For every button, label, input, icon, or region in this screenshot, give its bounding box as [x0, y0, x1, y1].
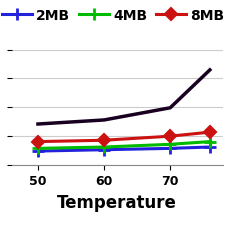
4MB: [36, 147, 39, 150]
4MB: [168, 143, 171, 146]
2MB: [207, 146, 210, 149]
16MB: [168, 107, 171, 110]
8MB: [207, 131, 210, 134]
16MB: [36, 123, 39, 126]
4MB: [207, 141, 210, 143]
Line: 16MB: 16MB: [38, 71, 209, 125]
Line: 2MB: 2MB: [32, 141, 215, 158]
2MB: [36, 150, 39, 153]
16MB: [207, 69, 210, 72]
Legend: 2MB, 4MB, 8MB, 16MB: 2MB, 4MB, 8MB, 16MB: [2, 9, 229, 23]
X-axis label: Temperature: Temperature: [57, 193, 177, 211]
16MB: [102, 119, 105, 122]
4MB: [102, 146, 105, 149]
8MB: [168, 135, 171, 138]
2MB: [168, 147, 171, 150]
8MB: [102, 139, 105, 142]
Line: 4MB: 4MB: [32, 136, 215, 155]
Line: 8MB: 8MB: [34, 128, 213, 146]
8MB: [36, 141, 39, 143]
2MB: [102, 149, 105, 151]
